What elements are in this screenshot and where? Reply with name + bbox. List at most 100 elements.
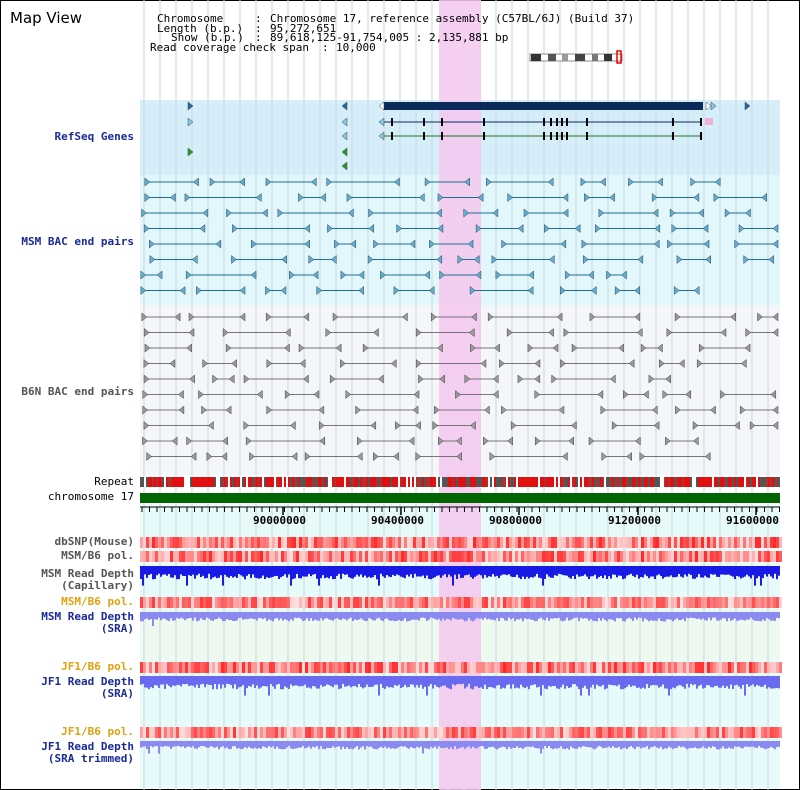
track-label-msm-bac[interactable]: MSM BAC end pairs	[21, 235, 134, 248]
strand-arrow	[245, 436, 252, 446]
heat-cell	[317, 597, 320, 608]
heat-cell	[521, 727, 524, 738]
strand-arrow	[243, 420, 250, 431]
track-label-jf1-depth-trim[interactable]: JF1 Read Depth	[41, 740, 134, 753]
repeat-element	[476, 477, 478, 487]
heat-cell	[518, 662, 521, 673]
depth-bar	[268, 566, 270, 579]
heat-cell	[323, 537, 326, 548]
depth-bar	[436, 566, 438, 576]
depth-bar	[748, 566, 750, 577]
strand-arrow	[475, 223, 482, 234]
track-label-repeat[interactable]: Repeat	[94, 475, 134, 488]
heat-cell	[740, 597, 743, 608]
heat-cell	[728, 727, 731, 738]
heat-cell	[263, 597, 266, 608]
heat-cell	[683, 662, 686, 673]
track-label-jf1-depth-sra-sub[interactable]: (SRA)	[100, 687, 134, 700]
repeat-element	[266, 477, 268, 487]
track-label-jf1-b6-pol[interactable]: JF1/B6 pol.	[61, 660, 134, 673]
depth-bar	[424, 566, 426, 579]
heat-cell	[176, 727, 179, 738]
track-label-chromosome[interactable]: chromosome 17	[47, 490, 134, 503]
track-label-jf1-b6-pol-2[interactable]: JF1/B6 pol.	[61, 725, 134, 738]
repeat-element	[626, 477, 628, 487]
repeat-element	[340, 477, 342, 487]
depth-bar	[368, 741, 370, 747]
repeat-element	[210, 477, 212, 487]
heat-cell	[722, 551, 725, 562]
track-label-msm-b6-pol-2[interactable]: MSM/B6 pol.	[61, 595, 134, 608]
depth-bar	[506, 612, 508, 621]
heat-cell	[611, 537, 614, 548]
depth-bar	[380, 741, 382, 747]
heat-cell	[557, 551, 560, 562]
heat-cell	[677, 662, 680, 673]
heat-cell	[656, 727, 659, 738]
heat-cell	[236, 662, 239, 673]
depth-bar	[556, 612, 558, 619]
track-label-msm-depth-sra[interactable]: MSM Read Depth	[41, 610, 134, 623]
depth-bar	[422, 741, 424, 754]
repeat-element	[624, 477, 626, 487]
heat-cell	[599, 727, 602, 738]
depth-bar	[302, 612, 304, 621]
info-coverage-label: Read coverage check span	[150, 41, 309, 54]
depth-bar	[544, 676, 546, 689]
heat-cell	[680, 551, 683, 562]
depth-bar	[556, 676, 558, 689]
track-label-msm-depth-cap[interactable]: MSM Read Depth	[41, 567, 134, 580]
heat-cell	[275, 727, 278, 738]
depth-bar	[520, 741, 522, 748]
repeat-element	[610, 477, 612, 487]
depth-bar	[306, 676, 308, 688]
depth-bar	[216, 612, 218, 619]
heat-cell	[506, 537, 509, 548]
depth-bar	[560, 612, 562, 621]
strand-arrow	[174, 312, 181, 322]
heat-cell	[500, 551, 503, 562]
strand-arrow	[492, 389, 499, 400]
heat-cell	[626, 537, 629, 548]
heat-cell	[452, 597, 455, 608]
track-label-msm-b6-pol[interactable]: MSM/B6 pol.	[61, 549, 134, 562]
depth-bar	[774, 566, 776, 574]
depth-bar	[354, 566, 356, 577]
heat-cell	[593, 597, 596, 608]
heat-cell	[737, 597, 740, 608]
heat-cell	[380, 551, 383, 562]
track-label-b6n-bac[interactable]: B6N BAC end pairs	[21, 385, 134, 398]
track-label-jf1-depth-trim-sub[interactable]: (SRA trimmed)	[47, 752, 134, 765]
heat-cell	[326, 537, 329, 548]
depth-bar	[320, 566, 322, 579]
depth-bar	[324, 612, 326, 619]
heat-cell	[701, 662, 704, 673]
track-label-refseq[interactable]: RefSeq Genes	[54, 130, 134, 143]
repeat-element	[666, 477, 668, 487]
heat-cell	[383, 537, 386, 548]
heat-cell	[329, 551, 332, 562]
depth-bar	[554, 612, 556, 619]
strand-arrow	[202, 208, 209, 218]
heat-cell	[284, 597, 287, 608]
strand-arrow	[693, 285, 700, 296]
heat-cell	[638, 551, 641, 562]
depth-bar	[650, 741, 652, 748]
strand-arrow	[221, 451, 228, 462]
depth-bar	[712, 612, 714, 618]
heat-cell	[464, 597, 467, 608]
depth-bar	[170, 612, 172, 619]
depth-bar	[256, 612, 258, 621]
track-label-msm-depth-cap-sub[interactable]: (Capillary)	[61, 579, 134, 592]
depth-bar	[714, 676, 716, 687]
depth-bar	[410, 676, 412, 685]
track-label-msm-depth-sra-sub[interactable]: (SRA)	[100, 622, 134, 635]
depth-bar	[480, 741, 482, 746]
depth-bar	[402, 566, 404, 578]
heat-cell	[716, 551, 719, 562]
repeat-element	[430, 477, 432, 487]
track-label-jf1-depth-sra[interactable]: JF1 Read Depth	[41, 675, 134, 688]
heat-cell	[248, 662, 251, 673]
track-label-dbsnp[interactable]: dbSNP(Mouse)	[54, 535, 134, 548]
